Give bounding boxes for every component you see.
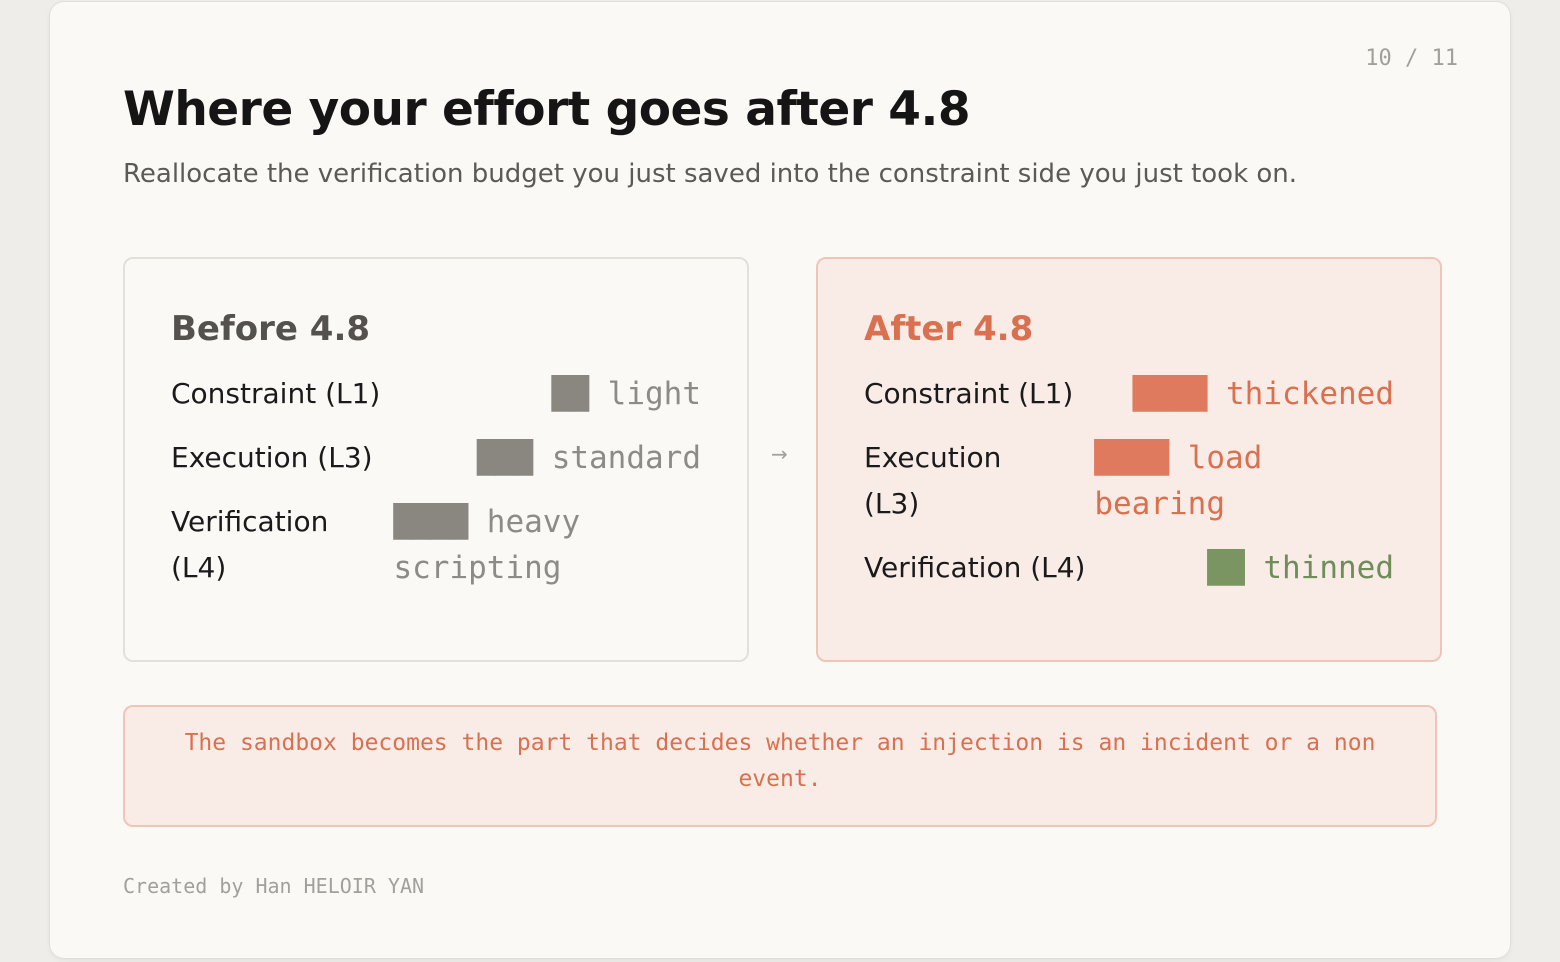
effort-level: thickened bbox=[1226, 376, 1394, 412]
effort-bar: ████ bbox=[393, 504, 469, 540]
effort-row: Verification (L4) ██ thinned bbox=[864, 545, 1394, 591]
row-value: ████ load bearing bbox=[1094, 435, 1394, 527]
before-panel: Before 4.8 Constraint (L1) ██ light Execut… bbox=[123, 257, 749, 662]
arrow: → bbox=[771, 442, 788, 466]
effort-row: Execution (L3) ████ load bearing bbox=[864, 435, 1394, 527]
row-value: ████ thickened bbox=[1133, 371, 1394, 417]
slide-card: 10 / 11 Where your effort goes after 4.8… bbox=[50, 2, 1510, 958]
row-label: Verification (L4) bbox=[864, 551, 1086, 584]
row-label: Execution (L3) bbox=[171, 441, 373, 474]
row-value: ██ light bbox=[552, 371, 701, 417]
row-label: Execution (L3) bbox=[864, 441, 1002, 520]
row-label: Constraint (L1) bbox=[864, 377, 1074, 410]
effort-bar: ████ bbox=[1094, 440, 1170, 476]
effort-row: Constraint (L1) ██ light bbox=[171, 371, 701, 417]
effort-level: light bbox=[607, 376, 701, 412]
effort-bar: ██ bbox=[1207, 550, 1245, 586]
effort-level: load bearing bbox=[1094, 440, 1263, 522]
row-value: ██ thinned bbox=[1207, 545, 1394, 591]
page-counter: 10 / 11 bbox=[1365, 46, 1458, 71]
row-list: Constraint (L1) ██ light Execution (L3) ███… bbox=[171, 371, 701, 591]
slide-subtitle: Reallocate the verification budget you j… bbox=[123, 159, 1298, 189]
effort-level: thinned bbox=[1263, 550, 1394, 586]
slide-title: Where your effort goes after 4.8 bbox=[123, 82, 971, 137]
effort-row: Constraint (L1) ████ thickened bbox=[864, 371, 1394, 417]
row-value: ████ heavy scripting bbox=[393, 499, 701, 591]
effort-row: Execution (L3) ███ standard bbox=[171, 435, 701, 481]
after-panel: After 4.8 Constraint (L1) ████ thickened E… bbox=[816, 257, 1442, 662]
row-label: Constraint (L1) bbox=[171, 377, 381, 410]
effort-level: heavy scripting bbox=[393, 504, 581, 586]
effort-bar: ███ bbox=[477, 440, 534, 476]
callout: The sandbox becomes the part that decide… bbox=[123, 705, 1437, 827]
effort-row: Verification (L4) ████ heavy scripting bbox=[171, 499, 701, 591]
panel-title: Before 4.8 bbox=[171, 309, 371, 349]
row-list: Constraint (L1) ████ thickened Execution (… bbox=[864, 371, 1394, 591]
effort-bar: ████ bbox=[1132, 376, 1208, 412]
row-value: ███ standard bbox=[477, 435, 701, 481]
panel-title: After 4.8 bbox=[864, 309, 1034, 349]
footer: Created by Han HELOIR YAN bbox=[123, 874, 425, 898]
row-label: Verification (L4) bbox=[171, 505, 329, 584]
effort-level: standard bbox=[551, 440, 701, 476]
effort-bar: ██ bbox=[551, 376, 589, 412]
